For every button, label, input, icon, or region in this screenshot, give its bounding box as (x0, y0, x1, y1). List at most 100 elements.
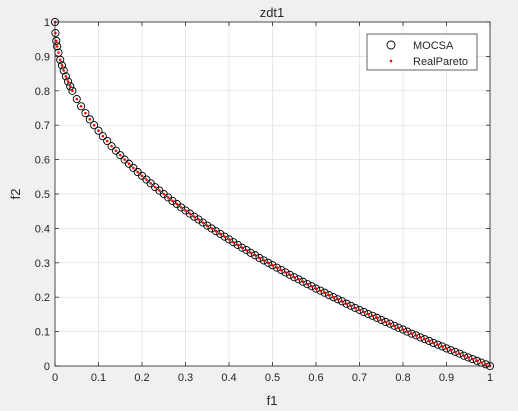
realpareto-point (319, 289, 322, 292)
mocsa-point (425, 336, 434, 345)
realpareto-point (458, 352, 461, 355)
legend-label-realpareto: RealPareto (413, 56, 468, 68)
mocsa-point (464, 353, 473, 362)
realpareto-point (279, 268, 283, 272)
mocsa-point (451, 347, 460, 356)
mocsa-point (372, 313, 381, 322)
x-tick-label: 0.2 (134, 372, 149, 384)
realpareto-point (284, 271, 287, 274)
realpareto-point (140, 174, 144, 178)
realpareto-point (55, 45, 59, 48)
mocsa-point (433, 340, 442, 349)
realpareto-point (205, 224, 209, 227)
mocsa-point (303, 280, 312, 289)
mocsa-point (407, 329, 416, 338)
y-tick-label: 0.1 (35, 327, 50, 339)
mocsa-point (355, 305, 364, 314)
mocsa-point (255, 253, 264, 263)
mocsa-point (77, 102, 86, 111)
mocsa-point (281, 268, 290, 277)
realpareto-point (410, 332, 414, 335)
x-tick-label: 1 (487, 372, 493, 384)
mocsa-point (455, 349, 464, 358)
mocsa-point (359, 307, 368, 317)
realpareto-point (201, 221, 205, 224)
mocsa-point (264, 258, 273, 267)
mocsa-point (364, 310, 373, 319)
mocsa-point (207, 224, 216, 233)
mocsa-point (53, 42, 62, 51)
realpareto-point (158, 189, 161, 192)
realpareto-point (449, 348, 453, 352)
realpareto-point (166, 196, 170, 199)
realpareto-point (345, 302, 348, 306)
mocsa-point (290, 273, 299, 282)
realpareto-point (406, 330, 409, 333)
realpareto-point (149, 182, 152, 185)
x-tick-label: 0.7 (352, 372, 367, 384)
realpareto-point (240, 246, 244, 249)
mocsa-point (116, 151, 125, 160)
mocsa-point (59, 66, 68, 75)
realpareto-point (197, 218, 200, 221)
realpareto-point (371, 314, 374, 318)
legend-marker-realpareto (389, 59, 393, 63)
realpareto-point (388, 322, 392, 325)
realpareto-point (358, 308, 361, 312)
realpareto-point (118, 153, 122, 157)
mocsa-point (420, 335, 429, 344)
mocsa-point (442, 344, 451, 353)
legend-box (366, 33, 478, 71)
realpareto-point (362, 310, 366, 314)
mocsa-point (90, 121, 99, 130)
mocsa-point (398, 325, 408, 334)
tick-labels: 0 0.1 0.2 0.3 0.4 0.5 0.6 0.7 0.8 0.9 1 0 0.1 0.2 0.3 0… (35, 17, 493, 384)
realpareto-point (75, 97, 79, 101)
realpareto-point (375, 316, 379, 320)
mocsa-point (346, 301, 355, 310)
realpareto-point (162, 192, 166, 196)
mocsa-point (311, 284, 321, 293)
mocsa-point (351, 303, 360, 312)
realpareto-point (79, 104, 83, 108)
y-tick-label: 0 (44, 361, 50, 373)
realpareto-point (88, 118, 92, 121)
mocsa-point (324, 291, 334, 300)
mocsa-point (177, 203, 186, 212)
realpareto-point (471, 357, 474, 361)
mocsa-point (416, 333, 425, 342)
y-tick-label: 1 (44, 17, 50, 29)
realpareto-point (397, 326, 400, 330)
realpareto-point (110, 144, 113, 148)
realpareto-point (401, 328, 405, 331)
y-axis-label: f2 (8, 189, 23, 200)
realpareto-point (288, 273, 292, 277)
realpareto-point (475, 359, 479, 363)
mocsa-point (381, 317, 390, 327)
mocsa-point (294, 275, 303, 284)
realpareto-point (258, 256, 261, 260)
mocsa-point (64, 77, 73, 86)
mocsa-point (220, 232, 229, 241)
mocsa-point (61, 72, 70, 81)
mocsa-point (390, 321, 399, 330)
mocsa-point (56, 55, 65, 64)
realpareto-point (423, 337, 427, 341)
realpareto-point (327, 293, 331, 297)
mocsa-point (411, 331, 421, 340)
realpareto-point (336, 297, 340, 301)
realpareto-point (436, 343, 440, 346)
realpareto-point (466, 356, 470, 359)
realpareto-point (353, 306, 357, 310)
realpareto-point (393, 324, 396, 328)
mocsa-point (211, 227, 220, 236)
mocsa-point (185, 209, 194, 218)
mocsa-point (259, 256, 268, 265)
realpareto-point (145, 178, 148, 181)
mocsa-point (342, 299, 351, 308)
realpareto-point (214, 229, 218, 233)
mocsa-point (194, 215, 203, 224)
realpareto-point (480, 361, 483, 364)
mocsa-point (403, 327, 412, 336)
realpareto-point (171, 199, 174, 203)
